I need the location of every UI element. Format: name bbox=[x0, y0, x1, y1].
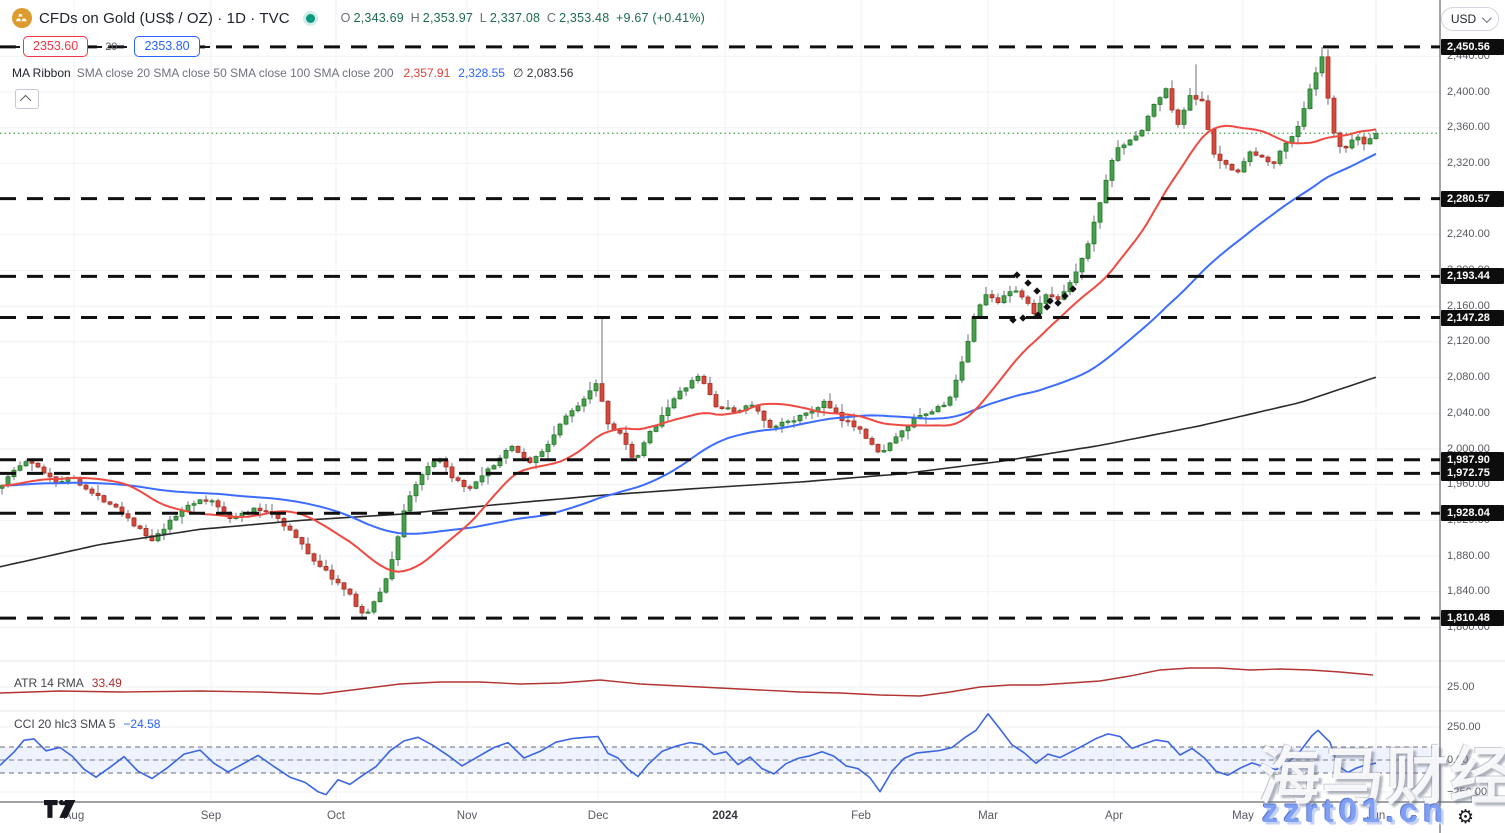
sma20-value: 2,357.91 bbox=[403, 66, 451, 80]
chevron-up-icon bbox=[19, 94, 32, 107]
gold-instrument-logo-icon bbox=[12, 8, 32, 28]
atr-value: 33.49 bbox=[91, 676, 122, 690]
price-tick-label: 2,360.00 bbox=[1447, 121, 1490, 134]
price-tick-label: 2,240.00 bbox=[1447, 228, 1490, 241]
change-value: +9.67 (+0.41%) bbox=[616, 11, 706, 25]
price-tick-label: 2,160.00 bbox=[1447, 299, 1490, 312]
price-level-badge: 1,810.48 bbox=[1441, 610, 1504, 627]
price-level-badge: 1,928.04 bbox=[1441, 505, 1504, 522]
settings-gear-icon[interactable]: ⚙ bbox=[1457, 807, 1475, 828]
indicator-tick-label: 0.00 bbox=[1447, 753, 1469, 766]
indicator-tick-label: 250.00 bbox=[1447, 720, 1481, 733]
indicator-tick-label: 25.00 bbox=[1447, 680, 1475, 693]
price-tick-label: 1,880.00 bbox=[1447, 549, 1490, 562]
sell-button[interactable]: 2353.60 bbox=[23, 36, 89, 57]
watermark-cjk: 海马财经 bbox=[1258, 743, 1505, 812]
order-line-tick bbox=[13, 45, 20, 48]
close-value: 2,353.48 bbox=[559, 11, 610, 25]
time-tick-label: Mar bbox=[978, 810, 998, 822]
price-tick-label: 2,040.00 bbox=[1447, 406, 1490, 419]
cci-value: −24.58 bbox=[123, 717, 161, 731]
indicator-tick-label: −250.00 bbox=[1447, 785, 1488, 798]
price-level-badge: 2,280.57 bbox=[1441, 190, 1504, 207]
time-tick-label: Nov bbox=[456, 810, 478, 822]
time-tick-label: 2024 bbox=[712, 810, 738, 822]
price-level-badge: 2,450.56 bbox=[1441, 38, 1504, 55]
time-tick-label: Oct bbox=[327, 810, 345, 822]
chevron-down-icon bbox=[1482, 12, 1493, 23]
time-tick-label: Sep bbox=[200, 810, 222, 822]
low-value: 2,337.08 bbox=[489, 11, 541, 25]
tradingview-logo[interactable] bbox=[44, 800, 90, 826]
currency-label: USD bbox=[1450, 12, 1477, 26]
time-tick-label: Apr bbox=[1105, 810, 1123, 822]
price-tick-label: 1,960.00 bbox=[1447, 478, 1490, 491]
ma-average-value: ∅ 2,083.56 bbox=[512, 66, 574, 80]
collapse-legend-button[interactable] bbox=[15, 89, 39, 109]
symbol-title[interactable]: CFDs on Gold (US$ / OZ) · 1D · TVC bbox=[39, 9, 290, 27]
sma50-value: 2,328.55 bbox=[458, 66, 505, 80]
open-value: 2,343.69 bbox=[353, 11, 404, 25]
price-tick-label: 2,080.00 bbox=[1447, 371, 1490, 384]
spread-value: 20 bbox=[92, 41, 130, 53]
chart-header: CFDs on Gold (US$ / OZ) · 1D · TVC O 2,34… bbox=[12, 6, 708, 30]
market-status-dot-icon[interactable] bbox=[305, 13, 315, 23]
buy-sell-widget: 2353.60 20 2353.80 bbox=[10, 36, 213, 57]
time-tick-label: Dec bbox=[587, 810, 609, 822]
price-tick-label: 2,000.00 bbox=[1447, 442, 1490, 455]
price-level-badge: 2,147.28 bbox=[1441, 309, 1504, 326]
cci-name: CCI 20 hlc3 SMA 5 bbox=[14, 717, 116, 731]
price-tick-label: 2,400.00 bbox=[1447, 85, 1490, 98]
atr-legend[interactable]: ATR 14 RMA 33.49 bbox=[14, 676, 122, 690]
price-tick-label: 2,320.00 bbox=[1447, 156, 1490, 169]
indicator-params: SMA close 20 SMA close 50 SMA close 100 … bbox=[76, 66, 394, 80]
price-tick-label: 1,840.00 bbox=[1447, 585, 1490, 598]
currency-dropdown[interactable]: USD bbox=[1441, 7, 1499, 31]
time-tick-label: May bbox=[1232, 810, 1254, 822]
order-line-tick bbox=[202, 45, 210, 48]
time-tick-label: Jun bbox=[1366, 810, 1386, 822]
watermark-site: zzrt01.cn bbox=[1262, 792, 1449, 829]
ma-ribbon-legend[interactable]: MA Ribbon SMA close 20 SMA close 50 SMA c… bbox=[12, 66, 573, 80]
price-level-badge: 1,972.75 bbox=[1441, 465, 1504, 482]
time-tick-label: Feb bbox=[851, 810, 871, 822]
cci-legend[interactable]: CCI 20 hlc3 SMA 5 −24.58 bbox=[14, 717, 160, 731]
atr-name: ATR 14 RMA bbox=[14, 676, 84, 690]
ohlc-values: O 2,343.69 H 2,353.97 L 2,337.08 C 2,353.48 … bbox=[340, 11, 706, 25]
high-value: 2,353.97 bbox=[422, 11, 474, 25]
price-tick-label: 2,120.00 bbox=[1447, 335, 1490, 348]
indicator-name: MA Ribbon bbox=[12, 66, 71, 80]
buy-button[interactable]: 2353.80 bbox=[134, 36, 200, 57]
price-level-badge: 2,193.44 bbox=[1441, 268, 1504, 285]
price-level-badge: 1,987.90 bbox=[1441, 451, 1504, 468]
